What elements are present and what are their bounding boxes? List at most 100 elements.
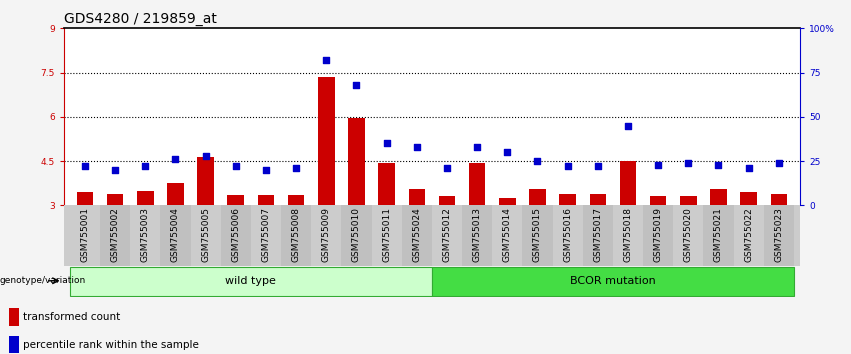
Bar bbox=[711, 189, 727, 205]
Point bbox=[260, 167, 273, 173]
Point bbox=[168, 156, 182, 162]
Point bbox=[772, 160, 785, 166]
Bar bbox=[70, 205, 100, 266]
Bar bbox=[590, 194, 606, 205]
Text: GSM755009: GSM755009 bbox=[322, 207, 331, 262]
Bar bbox=[763, 205, 794, 266]
Text: GSM755020: GSM755020 bbox=[684, 207, 693, 262]
Text: GSM755013: GSM755013 bbox=[472, 207, 482, 262]
Bar bbox=[9, 308, 19, 326]
Text: GSM755018: GSM755018 bbox=[624, 207, 632, 262]
Point bbox=[319, 57, 333, 63]
Text: GSM755021: GSM755021 bbox=[714, 207, 723, 262]
Bar bbox=[770, 194, 787, 205]
Bar bbox=[499, 198, 516, 205]
Text: transformed count: transformed count bbox=[24, 312, 121, 322]
Point bbox=[139, 164, 152, 169]
Text: GSM755005: GSM755005 bbox=[201, 207, 210, 262]
Bar bbox=[469, 162, 485, 205]
Point bbox=[471, 144, 484, 150]
Point bbox=[561, 164, 574, 169]
Text: GSM755017: GSM755017 bbox=[593, 207, 603, 262]
Bar bbox=[704, 205, 734, 266]
Text: GSM755004: GSM755004 bbox=[171, 207, 180, 262]
Bar bbox=[77, 192, 94, 205]
Point bbox=[350, 82, 363, 88]
Text: GSM755001: GSM755001 bbox=[81, 207, 89, 262]
Point bbox=[500, 149, 514, 155]
Point bbox=[621, 123, 635, 129]
Bar bbox=[167, 183, 184, 205]
Bar bbox=[492, 205, 523, 266]
Text: GSM755011: GSM755011 bbox=[382, 207, 391, 262]
Bar bbox=[137, 190, 153, 205]
Text: GSM755014: GSM755014 bbox=[503, 207, 511, 262]
Bar bbox=[431, 205, 462, 266]
Point bbox=[78, 164, 92, 169]
Bar bbox=[160, 205, 191, 266]
Text: BCOR mutation: BCOR mutation bbox=[570, 276, 656, 286]
Point bbox=[591, 164, 604, 169]
Text: GSM755024: GSM755024 bbox=[412, 207, 421, 262]
Bar bbox=[462, 205, 492, 266]
Bar bbox=[431, 267, 794, 296]
Text: GSM755016: GSM755016 bbox=[563, 207, 572, 262]
Point bbox=[199, 153, 213, 159]
Bar bbox=[552, 205, 583, 266]
Bar bbox=[643, 205, 673, 266]
Text: GSM755012: GSM755012 bbox=[443, 207, 452, 262]
Point bbox=[651, 162, 665, 167]
Bar bbox=[680, 196, 697, 205]
Text: GSM755010: GSM755010 bbox=[352, 207, 361, 262]
Point bbox=[410, 144, 424, 150]
Bar bbox=[379, 162, 395, 205]
Point bbox=[380, 141, 393, 146]
Text: GSM755019: GSM755019 bbox=[654, 207, 663, 262]
Bar bbox=[402, 205, 431, 266]
Bar bbox=[740, 192, 757, 205]
Bar bbox=[227, 195, 244, 205]
Text: percentile rank within the sample: percentile rank within the sample bbox=[24, 339, 199, 349]
Bar bbox=[341, 205, 372, 266]
Bar bbox=[251, 205, 281, 266]
Bar bbox=[613, 205, 643, 266]
Point bbox=[289, 165, 303, 171]
Bar bbox=[438, 196, 455, 205]
Text: GDS4280 / 219859_at: GDS4280 / 219859_at bbox=[64, 12, 217, 26]
Text: wild type: wild type bbox=[226, 276, 277, 286]
Bar bbox=[107, 194, 123, 205]
Point bbox=[711, 162, 725, 167]
Bar bbox=[220, 205, 251, 266]
Text: genotype/variation: genotype/variation bbox=[0, 276, 86, 285]
Point bbox=[531, 158, 545, 164]
Text: GSM755008: GSM755008 bbox=[292, 207, 300, 262]
Bar bbox=[281, 205, 311, 266]
Text: GSM755015: GSM755015 bbox=[533, 207, 542, 262]
Text: GSM755003: GSM755003 bbox=[140, 207, 150, 262]
Bar bbox=[673, 205, 704, 266]
Point bbox=[229, 164, 243, 169]
Bar bbox=[9, 336, 19, 353]
Bar bbox=[559, 194, 576, 205]
Point bbox=[440, 165, 454, 171]
Point bbox=[742, 165, 756, 171]
Bar bbox=[529, 189, 545, 205]
Bar bbox=[318, 77, 334, 205]
Text: GSM755006: GSM755006 bbox=[231, 207, 240, 262]
Bar bbox=[311, 205, 341, 266]
Bar bbox=[191, 205, 220, 266]
Text: GSM755007: GSM755007 bbox=[261, 207, 271, 262]
Bar bbox=[620, 161, 637, 205]
Text: GSM755022: GSM755022 bbox=[744, 207, 753, 262]
Bar bbox=[734, 205, 763, 266]
Bar bbox=[650, 196, 666, 205]
Point bbox=[682, 160, 695, 166]
Bar bbox=[288, 195, 305, 205]
Bar bbox=[70, 267, 431, 296]
Bar bbox=[372, 205, 402, 266]
Bar bbox=[130, 205, 160, 266]
Point bbox=[108, 167, 122, 173]
Bar bbox=[408, 189, 426, 205]
Bar bbox=[583, 205, 613, 266]
Bar bbox=[348, 118, 365, 205]
